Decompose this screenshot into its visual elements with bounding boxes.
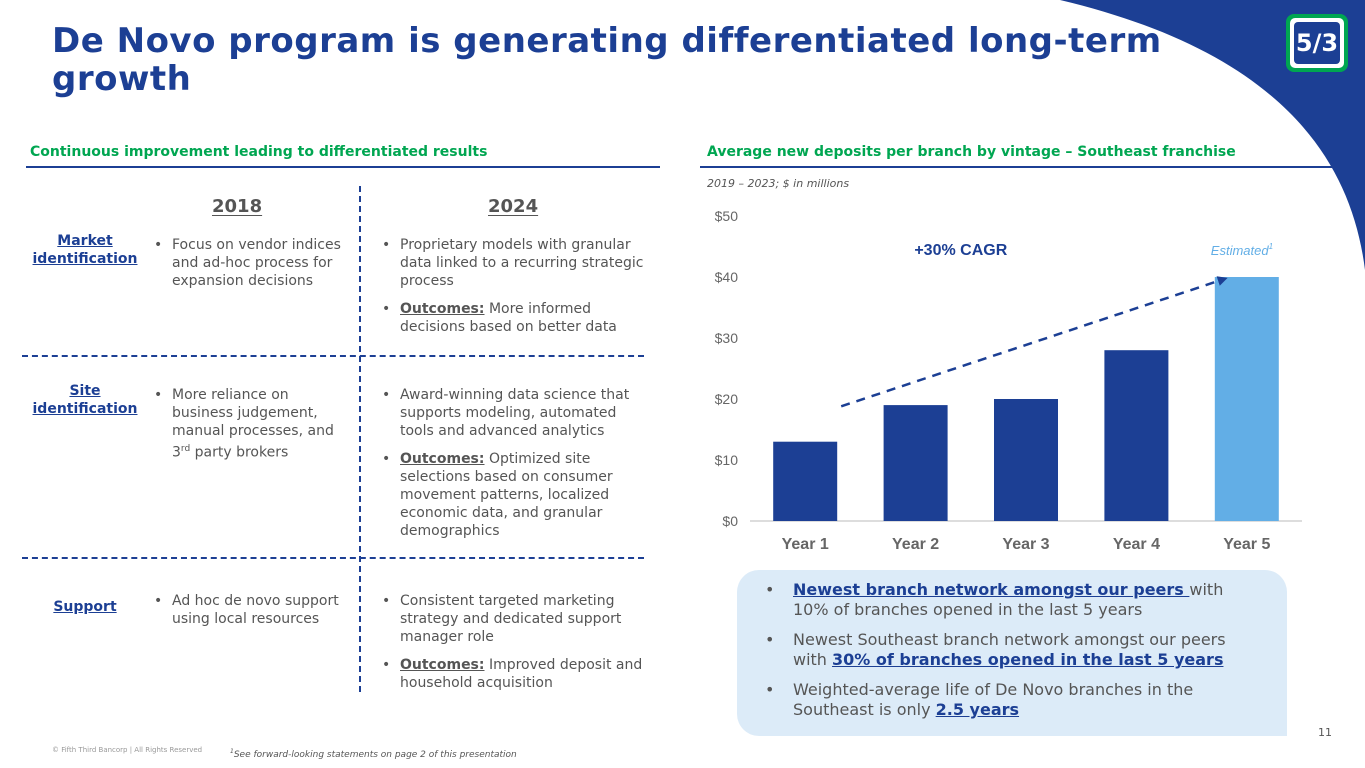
before-list-site: More reliance on business judgement, man… — [152, 386, 342, 462]
y-tick-label: $50 — [715, 208, 739, 224]
x-tick-label: Year 3 — [1002, 536, 1049, 553]
y-tick-label: $20 — [715, 391, 739, 407]
column-header-2024: 2024 — [488, 196, 539, 217]
outcome-item: Outcomes: More informed decisions based … — [380, 300, 650, 336]
x-tick-label: Year 1 — [782, 536, 829, 553]
before-list-support: Ad hoc de novo support using local resou… — [152, 592, 362, 628]
after-list-market: Proprietary models with granular data li… — [380, 236, 650, 336]
page-number: 11 — [1318, 726, 1332, 739]
key-facts-list: Newest branch network amongst our peers … — [761, 580, 1261, 720]
list-item: Newest Southeast branch network amongst … — [761, 630, 1261, 670]
outcome-label: Outcomes: — [400, 451, 485, 467]
logo-text: 5/3 — [1294, 22, 1340, 64]
bar-year-5 — [1214, 277, 1279, 521]
row-label-support: Support — [53, 599, 117, 615]
bar-chart-svg: $0 $10 $20 $30 $40 $50 Year 1 Year 2 Year 3 Year … — [715, 208, 1302, 553]
y-tick-label: $30 — [715, 330, 739, 346]
outcome-label: Outcomes: — [400, 657, 485, 673]
outcome-text: More informed decisions based on better … — [400, 301, 617, 335]
estimated-label: Estimated1 — [1211, 242, 1273, 258]
y-tick-label: $40 — [715, 269, 739, 285]
key-facts-callout: Newest branch network amongst our peers … — [737, 570, 1287, 736]
logo: 5/3 — [1286, 14, 1348, 72]
bar-chart: $0 $10 $20 $30 $40 $50 Year 1 Year 2 Year 3 Year … — [700, 200, 1320, 560]
after-list-support: Consistent targeted marketing strategy a… — [380, 592, 650, 692]
list-item: Consistent targeted marketing strategy a… — [380, 592, 650, 646]
row-label-market-identification: Market identification — [32, 233, 138, 267]
cagr-trend-arrow — [840, 276, 1228, 408]
list-item: Newest branch network amongst our peers … — [761, 580, 1261, 620]
footnote: 1See forward-looking statements on page … — [230, 748, 517, 760]
y-tick-label: $0 — [722, 513, 738, 529]
x-tick-label: Year 2 — [892, 536, 939, 553]
outcome-text: Improved deposit and household acquisiti… — [400, 657, 643, 691]
before-list-market: Focus on vendor indices and ad-hoc proce… — [152, 236, 342, 290]
cagr-annotation: +30% CAGR — [914, 242, 1007, 259]
column-divider — [359, 186, 361, 692]
row-divider-2 — [22, 557, 644, 559]
list-item: More reliance on business judgement, man… — [152, 386, 342, 462]
list-item: Proprietary models with granular data li… — [380, 236, 650, 290]
outcome-item: Outcomes: Improved deposit and household… — [380, 656, 650, 692]
row-label-site-identification: Site identification — [32, 383, 138, 417]
right-section-heading: Average new deposits per branch by vinta… — [707, 144, 1236, 160]
copyright-footer: © Fifth Third Bancorp | All Rights Reser… — [52, 746, 203, 754]
left-section-heading: Continuous improvement leading to differ… — [30, 144, 488, 160]
list-item: Ad hoc de novo support using local resou… — [152, 592, 362, 628]
outcome-item: Outcomes: Optimized site selections base… — [380, 450, 650, 540]
x-tick-label: Year 4 — [1113, 536, 1160, 553]
row-divider-1 — [22, 355, 644, 357]
outcome-label: Outcomes: — [400, 301, 485, 317]
bar-year-1 — [773, 441, 838, 521]
bar-year-3 — [994, 399, 1058, 521]
bar-year-2 — [883, 405, 948, 521]
y-tick-label: $10 — [715, 452, 739, 468]
x-tick-label: Year 5 — [1223, 536, 1270, 553]
outcome-text: Optimized site selections based on consu… — [400, 451, 613, 539]
column-header-2018: 2018 — [212, 196, 263, 217]
page-title: De Novo program is generating differenti… — [52, 21, 1162, 99]
after-list-site: Award-winning data science that supports… — [380, 386, 650, 540]
right-heading-rule — [700, 166, 1335, 168]
bar-year-4 — [1104, 350, 1169, 521]
list-item: Award-winning data science that supports… — [380, 386, 650, 440]
list-item: Focus on vendor indices and ad-hoc proce… — [152, 236, 342, 290]
emphasis: Newest branch network amongst our peers — [793, 580, 1190, 599]
left-heading-rule — [26, 166, 660, 168]
emphasis: 2.5 years — [935, 700, 1020, 719]
emphasis: 30% of branches opened in the last 5 yea… — [832, 650, 1224, 669]
chart-subtitle: 2019 – 2023; $ in millions — [707, 177, 850, 190]
list-item: Weighted-average life of De Novo branche… — [761, 680, 1261, 720]
